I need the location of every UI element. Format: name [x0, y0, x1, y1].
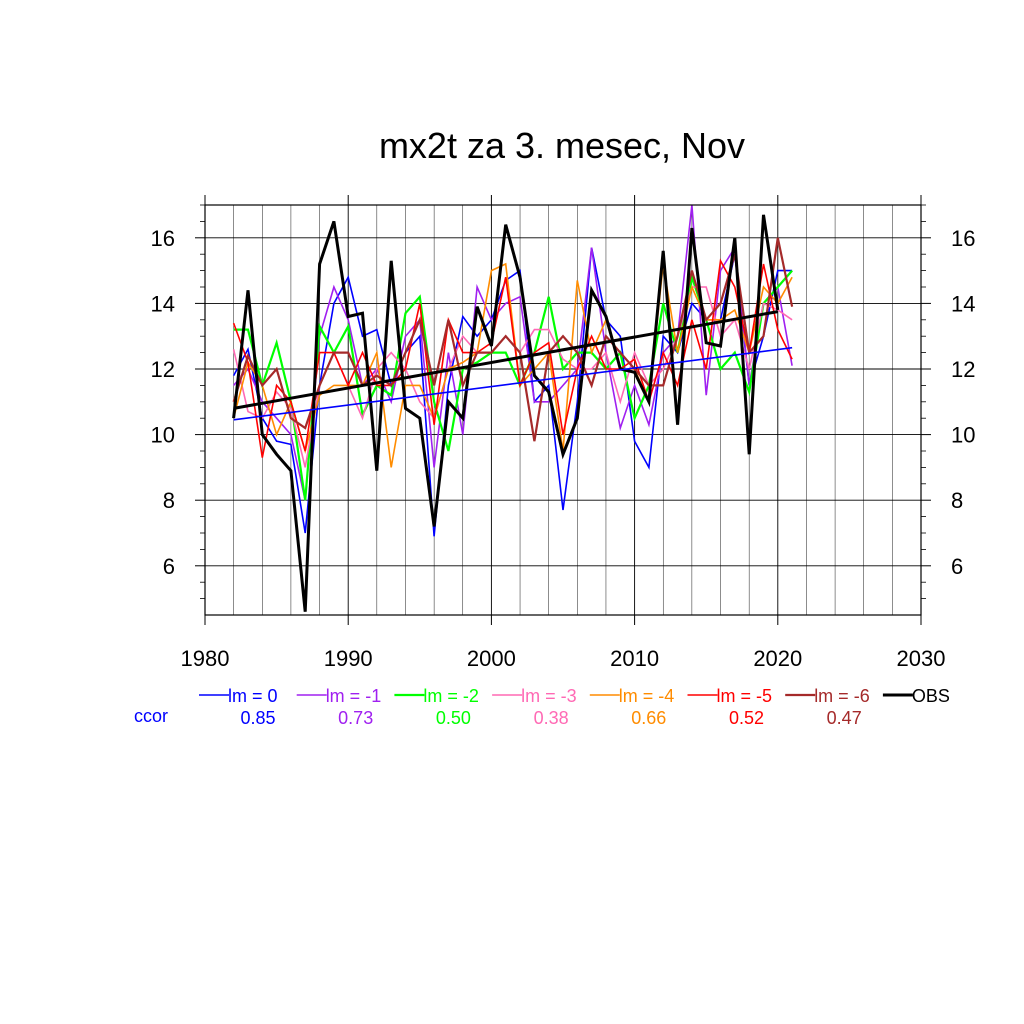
plot-lines	[232, 204, 794, 612]
legend-label: lm = -3	[521, 686, 577, 706]
series-line	[232, 258, 793, 458]
ccor-value: 0.52	[729, 708, 764, 728]
y-tick-label-right: 10	[951, 423, 975, 448]
y-tick-label-right: 12	[951, 357, 975, 382]
ccor-value: 0.66	[631, 708, 666, 728]
legend-label: lm = -2	[423, 686, 479, 706]
ccor-value: 0.47	[827, 708, 862, 728]
legend-label: lm = -6	[814, 686, 870, 706]
ccor-value: 0.73	[338, 708, 373, 728]
series-line	[232, 214, 780, 612]
x-tick-label: 2000	[467, 646, 516, 671]
y-tick-label-right: 6	[951, 554, 963, 579]
trend-line	[233, 346, 793, 421]
legend-label: lm = -4	[619, 686, 675, 706]
y-tick-label-left: 10	[151, 423, 175, 448]
y-tick-label-right: 8	[951, 488, 963, 513]
legend-label: lm = 0	[228, 686, 278, 706]
series-line	[232, 247, 793, 537]
axis-ticks: 6 6 8 8 10 10 12 12 14 14 16 16 1980 1990 2000 2010 2020…	[151, 195, 975, 671]
y-tick-label-right: 16	[951, 226, 975, 251]
chart-title: mx2t za 3. mesec, Nov	[379, 125, 745, 166]
trend-line	[233, 310, 779, 410]
x-tick-label: 2030	[897, 646, 946, 671]
ccor-label: ccor	[134, 706, 168, 726]
x-tick-label: 1990	[324, 646, 373, 671]
y-tick-label-left: 6	[163, 554, 175, 579]
y-tick-label-left: 12	[151, 357, 175, 382]
y-tick-label-right: 14	[951, 291, 975, 316]
x-tick-label: 2010	[610, 646, 659, 671]
legend-label: lm = -5	[717, 686, 773, 706]
y-tick-label-left: 14	[151, 291, 175, 316]
legend-label: lm = -1	[326, 686, 382, 706]
plot-frame	[204, 204, 922, 616]
legend-label: OBS	[912, 686, 950, 706]
ccor-value: 0.50	[436, 708, 471, 728]
x-tick-label: 1980	[181, 646, 230, 671]
ccor-value: 0.38	[534, 708, 569, 728]
y-tick-label-left: 8	[163, 488, 175, 513]
ccor-value: 0.85	[240, 708, 275, 728]
y-tick-label-left: 16	[151, 226, 175, 251]
x-tick-label: 2020	[753, 646, 802, 671]
